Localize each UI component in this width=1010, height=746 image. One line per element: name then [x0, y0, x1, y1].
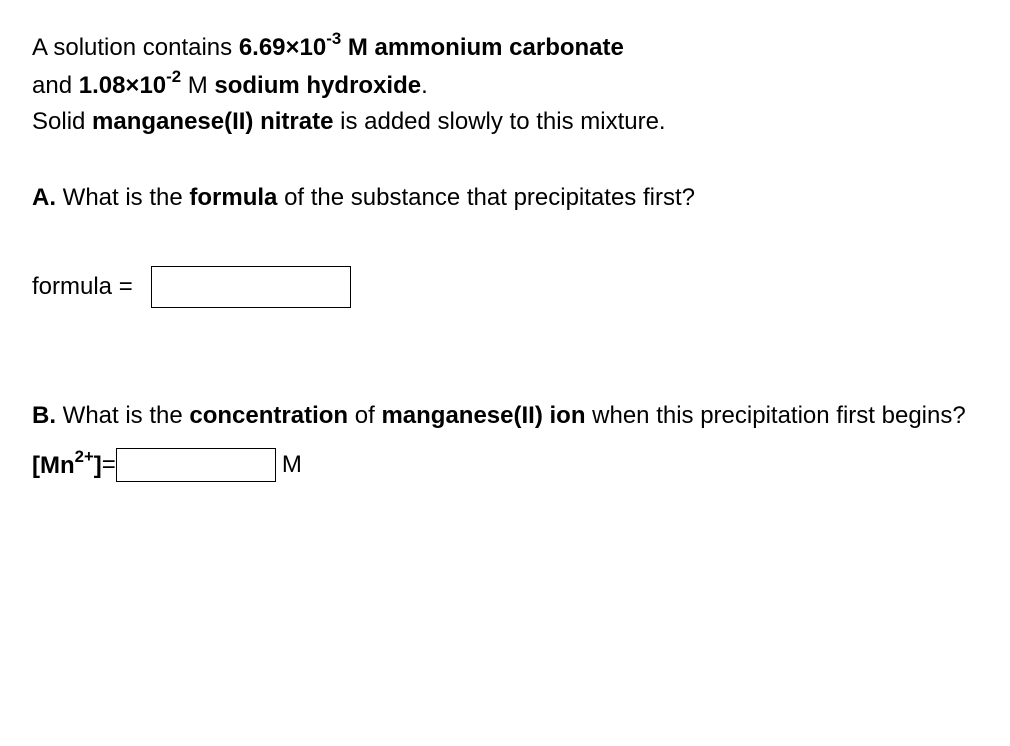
conc2-unit: M [181, 72, 214, 99]
line3-after: is added slowly to this mixture. [333, 108, 665, 135]
problem-line-1-2: A solution contains 6.69×10-3 M ammonium… [32, 28, 978, 104]
conc2-species: sodium hydroxide [214, 72, 421, 99]
concentration-answer-row: [Mn2+] = M [32, 446, 978, 484]
intro-text-1: A solution contains [32, 34, 239, 61]
conc2-exponent: -2 [166, 67, 181, 86]
part-b-text-after: when this precipitation first begins? [585, 402, 965, 429]
formula-label: formula = [32, 269, 133, 305]
ion-pre: [Mn [32, 452, 75, 479]
part-b-text-mid: of [348, 402, 381, 429]
period-1: . [421, 72, 428, 99]
part-b-bold2: manganese(II) ion [381, 402, 585, 429]
part-a-text-after: of the substance that precipitates first… [277, 184, 695, 211]
problem-statement: A solution contains 6.69×10-3 M ammonium… [32, 28, 978, 140]
concentration-1: 6.69×10-3 M ammonium carbonate [239, 34, 624, 61]
ion-bracket-label: [Mn2+] [32, 446, 102, 484]
concentration-unit: M [282, 447, 302, 483]
concentration-2: 1.08×10-2 [79, 72, 181, 99]
equals-sign: = [102, 447, 116, 483]
conc2-base: 1.08×10 [79, 72, 166, 99]
intro-text-2: and [32, 72, 79, 99]
ion-post: ] [94, 452, 102, 479]
problem-line-3: Solid manganese(II) nitrate is added slo… [32, 104, 978, 140]
ion-charge: 2+ [75, 447, 94, 466]
question-a: A. What is the formula of the substance … [32, 180, 978, 216]
part-a-label: A. [32, 184, 56, 211]
conc1-base: 6.69×10 [239, 34, 326, 61]
part-b-label: B. [32, 402, 56, 429]
formula-input[interactable] [151, 266, 351, 308]
part-a-text-before: What is the [56, 184, 189, 211]
question-b: B. What is the concentration of manganes… [32, 398, 978, 434]
part-b-bold1: concentration [189, 402, 348, 429]
formula-answer-row: formula = [32, 266, 978, 308]
part-a-bold: formula [189, 184, 277, 211]
part-b-text-before: What is the [56, 402, 189, 429]
conc1-exponent: -3 [326, 29, 341, 48]
conc1-species: M ammonium carbonate [341, 34, 624, 61]
added-species: manganese(II) nitrate [92, 108, 333, 135]
concentration-input[interactable] [116, 448, 276, 482]
line3-before: Solid [32, 108, 92, 135]
